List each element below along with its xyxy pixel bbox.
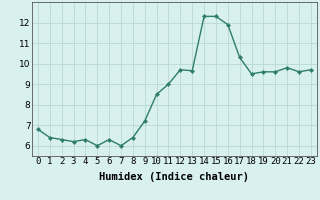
X-axis label: Humidex (Indice chaleur): Humidex (Indice chaleur) <box>100 172 249 182</box>
